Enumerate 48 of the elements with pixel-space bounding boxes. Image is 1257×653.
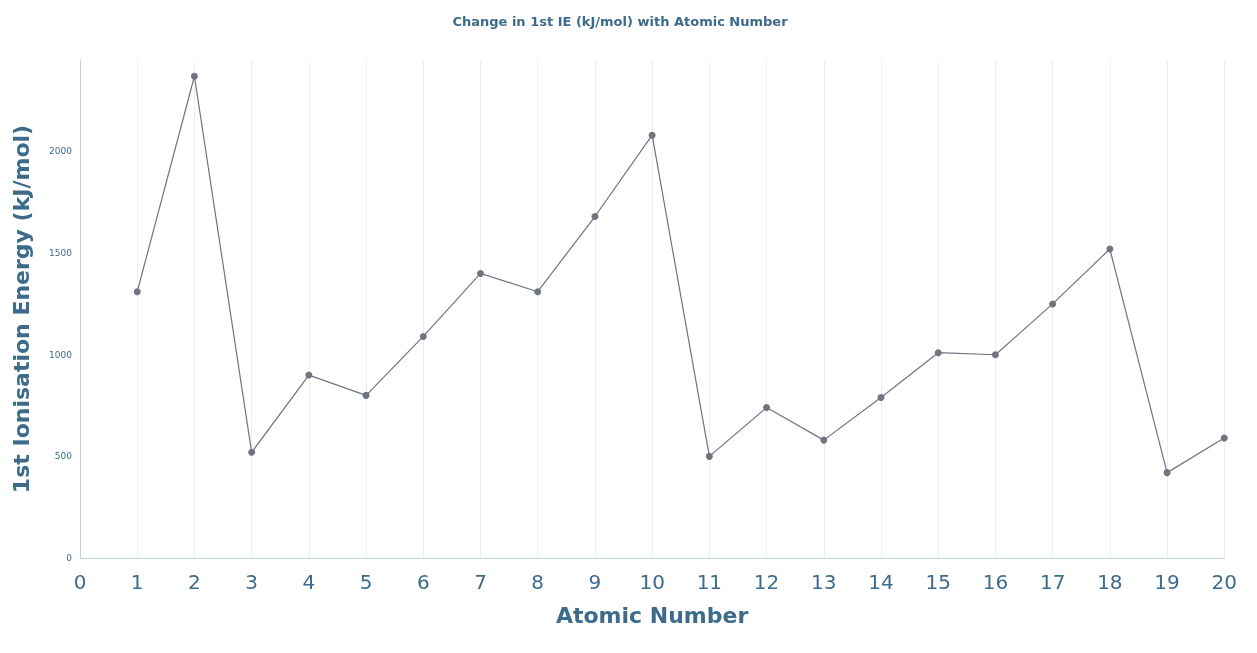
x-tick-label: 7 [474,570,487,594]
point [248,448,256,456]
point [133,288,141,296]
y-tick-label: 1000 [49,349,73,360]
point [591,213,599,221]
x-tick-label: 19 [1154,570,1180,594]
point [820,436,828,444]
point [534,288,542,296]
x-tick-label: 1 [130,570,144,594]
x-tick-label: 10 [639,570,665,594]
y-tick-label: 0 [66,553,73,563]
y-tick-label: 500 [54,451,73,462]
point [763,404,771,412]
point [419,332,427,340]
y-tick-label: 1500 [49,248,73,259]
x-axis-title: Atomic Number [555,602,749,628]
point [477,269,484,277]
x-tick-label: 13 [811,570,837,594]
point [991,351,999,359]
x-tick-label: 18 [1097,570,1123,594]
point [362,391,370,399]
x-tick-label: 16 [982,570,1009,594]
x-tick-label: 5 [359,570,373,594]
x-tick-label: 6 [416,570,430,594]
x-tick-label: 20 [1211,570,1237,594]
chart-title: Change in 1st IE (kJ/mol) with Atomic Number [452,14,789,29]
point [877,393,885,401]
x-tick-label: 15 [925,570,951,594]
y-tick-label: 2000 [49,146,73,157]
x-tick-label: 11 [696,570,723,594]
point [305,371,313,379]
point [1049,300,1057,308]
point [1106,245,1114,253]
point [190,72,198,80]
x-tick-label: 9 [588,570,602,594]
x-tick-label: 8 [531,570,545,594]
x-tick-label: 2 [188,570,201,594]
x-tick-label: 3 [245,570,259,594]
point [1220,434,1228,442]
point [1163,469,1171,477]
x-tick-label: 14 [868,570,894,594]
y-axis-title: 1st Ionisation Energy (kJ/mol) [8,124,34,494]
x-tick-label: 4 [302,570,316,594]
point [934,349,942,357]
x-tick-label: 17 [1039,570,1066,594]
point [705,452,713,460]
x-tick-label: 12 [753,570,780,594]
point [648,131,656,139]
